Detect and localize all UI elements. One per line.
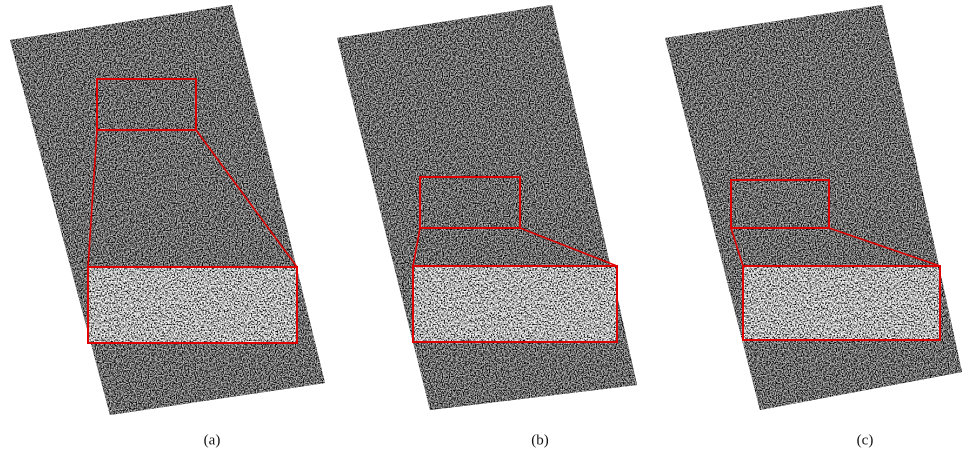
panel-label: (b) <box>531 432 549 448</box>
panel-b: (b) <box>330 0 640 448</box>
panel-label: (a) <box>204 432 221 448</box>
panel-label: (c) <box>857 432 874 448</box>
panel-c: (c) <box>660 0 962 448</box>
figure: (a) (b) (c) <box>0 0 962 458</box>
page: {"panels": [{"label": "(a)"}, {"label": … <box>0 0 962 458</box>
panel-a: (a) <box>0 0 330 448</box>
